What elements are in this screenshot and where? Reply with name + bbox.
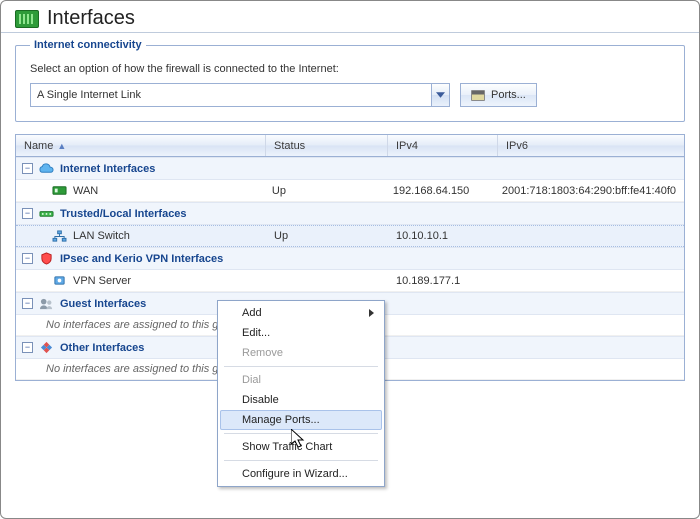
- menu-item[interactable]: Add: [220, 303, 382, 323]
- column-header-ipv4[interactable]: IPv4: [388, 135, 498, 156]
- cell-ipv6: [498, 278, 684, 284]
- ports-button[interactable]: Ports...: [460, 83, 537, 107]
- group-label: Trusted/Local Interfaces: [60, 208, 187, 220]
- grid-header: Name ▲ Status IPv4 IPv6: [16, 135, 684, 157]
- select-value: A Single Internet Link: [31, 84, 431, 106]
- cell-ipv4: 10.10.10.1: [388, 227, 498, 245]
- cell-ipv6: 2001:718:1803:64:290:bff:fe41:40f0: [494, 182, 684, 200]
- menu-item[interactable]: Show Traffic Chart: [220, 437, 382, 457]
- group-label: Guest Interfaces: [60, 298, 146, 310]
- page-title: Interfaces: [47, 7, 135, 30]
- submenu-arrow-icon: [369, 309, 374, 317]
- interface-row[interactable]: VPN Server 10.189.177.1: [16, 270, 684, 292]
- group-label: Internet Interfaces: [60, 163, 155, 175]
- menu-item[interactable]: Configure in Wizard...: [220, 464, 382, 484]
- group-legend: Internet connectivity: [30, 39, 146, 51]
- context-menu: Add Edit... Remove Dial Disable Manage Ports.…: [217, 300, 385, 487]
- switch-icon: [39, 207, 54, 220]
- cell-ipv6: [498, 233, 684, 239]
- menu-item[interactable]: Manage Ports...: [220, 410, 382, 430]
- menu-separator: [224, 433, 378, 434]
- column-header-ipv6[interactable]: IPv6: [498, 135, 684, 156]
- menu-item-label: Edit...: [242, 327, 270, 339]
- menu-item-label: Show Traffic Chart: [242, 441, 332, 453]
- lan-icon: [52, 230, 67, 243]
- interface-row[interactable]: WAN Up192.168.64.1502001:718:1803:64:290:…: [16, 180, 684, 202]
- cell-status: [266, 278, 388, 284]
- cell-name: VPN Server: [73, 275, 131, 287]
- interface-row[interactable]: LAN Switch Up10.10.10.1: [16, 225, 684, 247]
- expander-icon[interactable]: −: [22, 298, 33, 309]
- group-row-ipsec[interactable]: − IPsec and Kerio VPN Interfaces: [16, 247, 684, 270]
- cell-name: WAN: [73, 185, 98, 197]
- menu-item: Dial: [220, 370, 382, 390]
- internet-connectivity-group: Internet connectivity Select an option o…: [15, 39, 685, 122]
- nic-icon: [52, 184, 67, 197]
- page-header: Interfaces: [1, 1, 699, 33]
- ports-button-label: Ports...: [491, 89, 526, 101]
- expander-icon[interactable]: −: [22, 253, 33, 264]
- group-label: IPsec and Kerio VPN Interfaces: [60, 253, 223, 265]
- menu-item-label: Add: [242, 307, 262, 319]
- menu-item[interactable]: Edit...: [220, 323, 382, 343]
- interfaces-icon: [15, 10, 39, 28]
- group-help-text: Select an option of how the firewall is …: [30, 63, 670, 75]
- expander-icon[interactable]: −: [22, 342, 33, 353]
- expander-icon[interactable]: −: [22, 208, 33, 219]
- vpn-icon: [52, 274, 67, 287]
- cell-ipv4: 10.189.177.1: [388, 272, 498, 290]
- menu-item-label: Dial: [242, 374, 261, 386]
- menu-item-label: Manage Ports...: [242, 414, 320, 426]
- cell-ipv4: 192.168.64.150: [385, 182, 494, 200]
- cell-status: Up: [264, 182, 385, 200]
- menu-item[interactable]: Disable: [220, 390, 382, 410]
- shield-icon: [39, 252, 54, 265]
- cell-name: LAN Switch: [73, 230, 130, 242]
- menu-item-label: Configure in Wizard...: [242, 468, 348, 480]
- cloud-icon: [39, 162, 54, 175]
- sort-asc-icon: ▲: [57, 141, 66, 151]
- cell-status: Up: [266, 227, 388, 245]
- ports-icon: [471, 90, 485, 101]
- other-icon: [39, 341, 54, 354]
- expander-icon[interactable]: −: [22, 163, 33, 174]
- connectivity-mode-select[interactable]: A Single Internet Link: [30, 83, 450, 107]
- menu-separator: [224, 460, 378, 461]
- group-row-trusted[interactable]: − Trusted/Local Interfaces: [16, 202, 684, 225]
- column-header-name[interactable]: Name ▲: [16, 135, 266, 156]
- menu-separator: [224, 366, 378, 367]
- chevron-down-icon[interactable]: [431, 84, 449, 106]
- menu-item: Remove: [220, 343, 382, 363]
- guest-icon: [39, 297, 54, 310]
- column-header-status[interactable]: Status: [266, 135, 388, 156]
- menu-item-label: Remove: [242, 347, 283, 359]
- menu-item-label: Disable: [242, 394, 279, 406]
- group-label: Other Interfaces: [60, 342, 144, 354]
- group-row-internet[interactable]: − Internet Interfaces: [16, 157, 684, 180]
